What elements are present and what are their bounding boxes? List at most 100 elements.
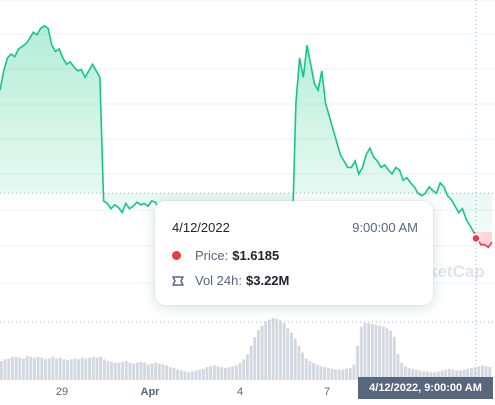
volume-bar [165,365,169,380]
volume-bar [268,319,271,380]
volume-bar [473,367,477,380]
volume-bar [3,359,7,380]
volume-bar [216,366,220,380]
volume-bar [396,354,400,380]
volume-bar [264,321,268,380]
volume-bar [102,359,106,380]
tooltip-time: 9:00:00 AM [352,220,418,235]
volume-bar [143,362,147,380]
volume-bar [246,354,249,380]
volume-bar [249,345,253,380]
volume-bar [40,357,44,380]
volume-bar [117,362,121,380]
volume-bar [297,345,301,380]
volume-bar [91,356,95,380]
tooltip-date: 4/12/2022 [172,220,230,235]
volume-bar [451,369,455,380]
volume-bar [381,326,385,380]
volume-bar [293,338,297,380]
volume-bars [0,318,492,380]
volume-bar [319,366,323,380]
volume-bar [205,367,209,380]
tooltip-price-row: Price: $1.6185 [172,248,279,263]
volume-bar [14,356,18,380]
x-tick-label: Apr [141,386,161,398]
volume-bar [154,362,158,380]
volume-bar [124,361,128,380]
price-dot-icon [172,251,181,260]
volume-bar [132,363,136,380]
volume-bar [238,362,242,380]
volume-bar [414,369,418,380]
volume-bar [433,372,437,380]
volume-bar [29,356,33,380]
volume-bar [234,365,238,380]
volume-bar [227,367,231,380]
volume-bar [11,356,14,380]
volume-bar [304,358,308,380]
volume-bar [44,359,47,380]
volume-bar [271,318,275,380]
volume-bar [334,369,337,380]
volume-bar [179,370,183,380]
volume-bar [301,352,304,380]
volume-bar [157,363,161,380]
volume-bar [444,369,448,380]
volume-bar [168,367,172,380]
volume-bar [0,361,3,380]
crosshair-time-label: 4/12/2022, 9:00:00 AM [358,377,493,399]
volume-bar [260,325,264,380]
volume-bar [348,367,352,380]
volume-bar [400,362,404,380]
crosshair [471,0,481,378]
volume-bar [176,369,180,380]
volume-bar [480,365,484,380]
volume-bar [242,359,246,380]
volume-bar [25,355,29,380]
volume-bar [374,324,378,380]
volume-bar [223,367,227,380]
volume-bar [7,358,11,380]
volume-bar [220,367,224,380]
x-tick-label: 4 [237,386,243,398]
volume-bar [290,332,293,380]
volume-bar [440,370,444,380]
volume-bar [447,368,451,380]
volume-bar [69,359,73,380]
volume-bar [77,359,80,380]
tooltip-price-value: $1.6185 [232,248,280,263]
volume-bar [128,362,132,380]
volume-bar [436,371,440,380]
volume-bar [367,323,371,380]
volume-bar [209,366,213,380]
volume-bar [139,361,143,380]
volume-bar [99,356,103,380]
volume-bar [341,369,345,380]
volume-bar [62,359,66,380]
volume-bar [73,358,77,380]
volume-icon [172,275,184,286]
volume-bar [323,367,326,380]
volume-bar [455,370,459,380]
tooltip-volume-value: $3.22M [246,273,290,288]
volume-bar [113,362,117,380]
volume-bar [84,358,88,380]
volume-bar [488,367,492,380]
volume-bar [312,362,315,380]
volume-bar [187,372,191,380]
volume-bar [330,368,334,380]
volume-bar [477,366,481,380]
volume-bar [231,366,235,380]
volume-bar [315,364,319,380]
volume-bar [286,328,290,380]
volume-bar [95,357,99,380]
volume-bar [198,369,202,380]
volume-bar [282,323,286,380]
volume-bar [106,361,110,380]
volume-bar [201,368,205,380]
volume-bar [33,357,36,380]
volume-bar [183,371,187,380]
volume-bar [88,357,91,380]
volume-bar [345,368,349,380]
volume-bar [356,345,360,380]
